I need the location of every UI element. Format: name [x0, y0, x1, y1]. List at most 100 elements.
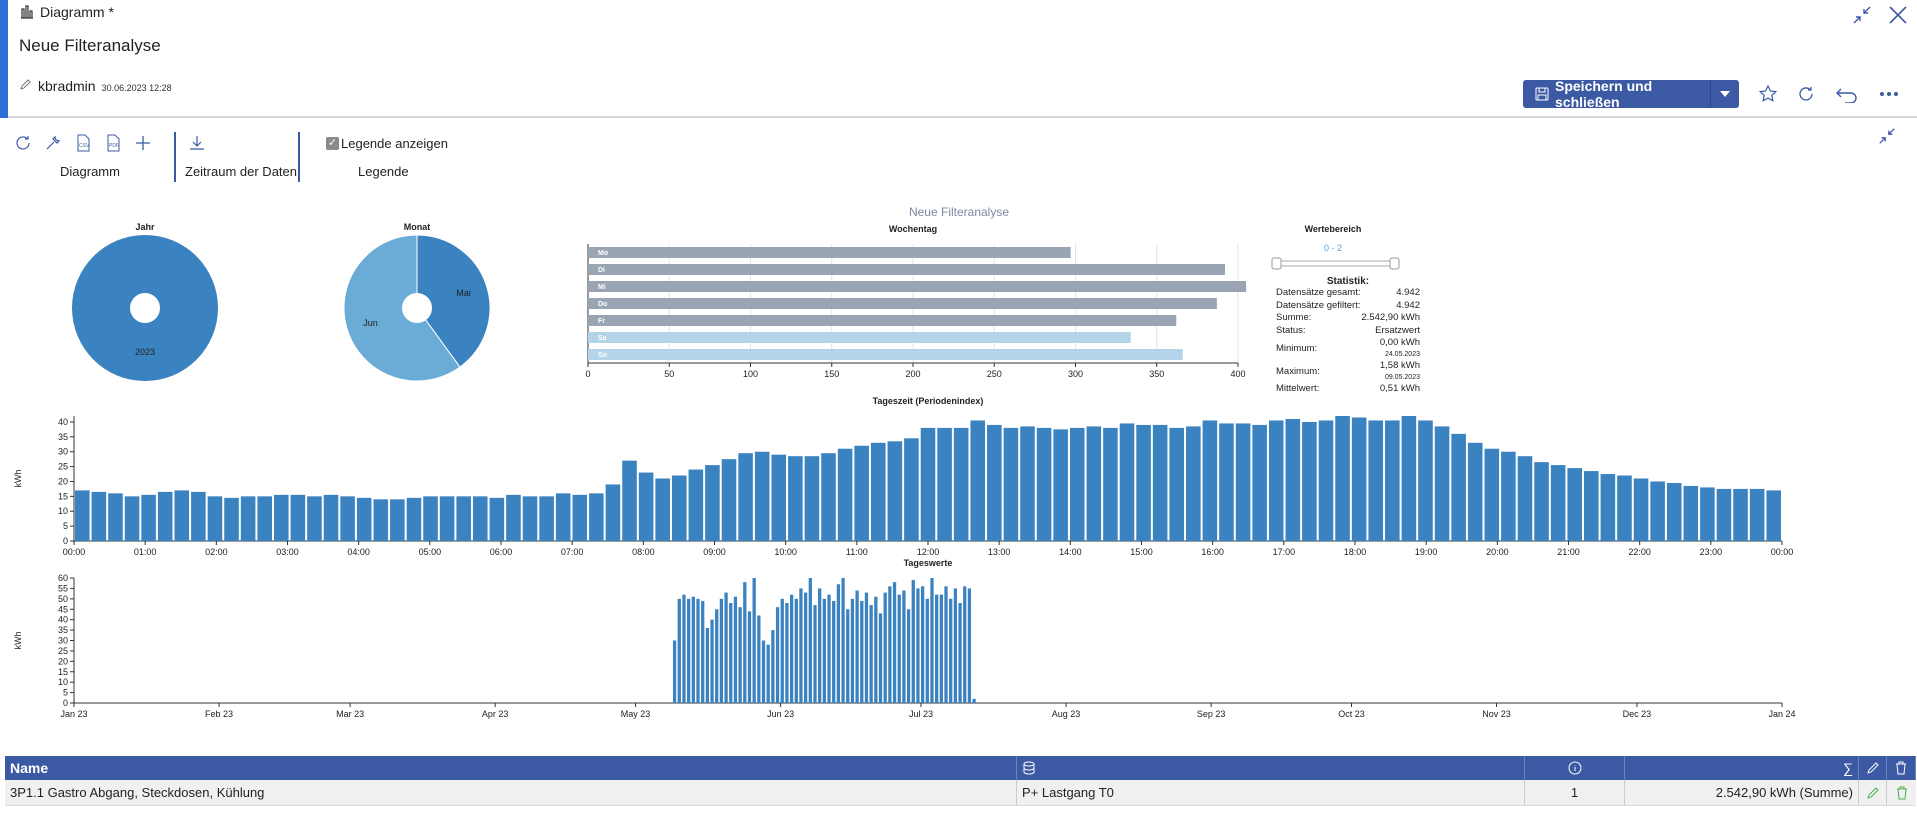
bar	[141, 494, 156, 541]
save-label: Speichern und schließen	[1555, 80, 1653, 108]
save-and-close-button[interactable]: Speichern und schließen	[1523, 80, 1711, 108]
x-tick-label: 06:00	[490, 547, 513, 557]
bar	[804, 456, 820, 541]
y-tick-label: 15	[58, 667, 68, 677]
bar	[721, 459, 737, 541]
stats-row: Summe: 2.542,90 kWh	[1276, 312, 1420, 325]
y-tick-label: 20	[58, 656, 68, 666]
stats-value-text: 4.942	[1396, 287, 1420, 299]
bar	[1650, 481, 1665, 541]
column-sum[interactable]: ∑	[1625, 756, 1859, 780]
table-row[interactable]: 3P1.1 Gastro Abgang, Steckdosen, Kühlung…	[5, 780, 1916, 806]
column-name[interactable]: Name	[5, 756, 1017, 780]
bar	[456, 496, 471, 541]
stats-row: Mittelwert: 0,51 kWh	[1276, 383, 1420, 396]
edit-row-button[interactable]	[1859, 780, 1887, 805]
toolbar-separator	[298, 132, 300, 182]
bar	[671, 475, 687, 541]
x-tick-label: Jan 23	[60, 709, 87, 719]
bar	[1169, 427, 1185, 541]
bar	[688, 469, 704, 541]
bar	[1733, 488, 1748, 541]
pencil-icon	[1866, 762, 1879, 774]
bar	[588, 298, 1217, 309]
bar-label: Sa	[598, 335, 607, 342]
bar	[803, 592, 808, 703]
bar	[1003, 427, 1019, 541]
y-tick-label: 10	[58, 506, 68, 516]
bar	[75, 490, 90, 541]
x-tick-label: 300	[1068, 369, 1083, 379]
x-tick-label: 05:00	[419, 547, 442, 557]
bar	[724, 592, 728, 703]
x-tick-label: Feb 23	[205, 709, 233, 719]
bar	[1252, 424, 1267, 541]
pie-label: Mai	[456, 288, 471, 298]
bar	[1268, 420, 1284, 541]
stats-label: Status:	[1276, 324, 1306, 336]
chart-toolbar: CSV PDF Diagramm Zeitraum der Daten ✓ Le…	[0, 132, 1917, 182]
x-tick-label: Jun 23	[767, 709, 794, 719]
bar	[1401, 416, 1417, 541]
bar	[1766, 490, 1781, 541]
bar	[588, 281, 1247, 292]
x-tick-label: 08:00	[632, 547, 655, 557]
bar	[846, 609, 850, 703]
more-icon[interactable]	[1879, 91, 1899, 97]
y-tick-label: 45	[58, 604, 68, 614]
bar	[1666, 482, 1682, 541]
bar	[1302, 421, 1317, 541]
bar	[240, 496, 256, 541]
bar	[743, 582, 747, 703]
stats-value: 0,00 kWh 24.05.2023	[1380, 337, 1420, 361]
refresh-icon[interactable]	[1797, 85, 1815, 103]
y-tick-label: 25	[58, 646, 68, 656]
column-delete	[1887, 756, 1916, 780]
bar	[672, 640, 677, 703]
csv-export-icon[interactable]: CSV	[74, 134, 92, 152]
stats-value: 4.942	[1396, 300, 1420, 312]
bar	[766, 644, 770, 703]
bar	[729, 603, 733, 703]
bar	[522, 496, 538, 541]
plus-icon[interactable]	[134, 134, 152, 152]
stats-value: 4.942	[1396, 287, 1420, 299]
stats-title: Statistik:	[1326, 276, 1370, 287]
save-dropdown-button[interactable]	[1711, 80, 1739, 108]
row-name: 3P1.1 Gastro Abgang, Steckdosen, Kühlung	[5, 780, 1017, 805]
bar	[841, 578, 845, 703]
reload-icon[interactable]	[14, 134, 32, 152]
y-tick-label: 0	[63, 698, 68, 708]
pdf-export-icon[interactable]: PDF	[104, 134, 122, 152]
x-tick-label: 10:00	[774, 547, 797, 557]
stats-label: Datensätze gesamt:	[1276, 287, 1361, 299]
delete-row-button[interactable]	[1887, 780, 1916, 805]
y-tick-label: 60	[58, 573, 68, 583]
close-icon[interactable]	[1887, 4, 1909, 26]
bar	[775, 607, 780, 703]
bar	[1351, 417, 1367, 541]
download-icon[interactable]	[188, 134, 206, 152]
column-datasource[interactable]	[1017, 756, 1525, 780]
wrench-icon[interactable]	[44, 134, 62, 152]
bar	[818, 588, 822, 703]
bar	[373, 499, 389, 541]
bar	[904, 438, 919, 541]
bar	[813, 605, 817, 703]
undo-icon[interactable]	[1835, 85, 1859, 103]
collapse-icon[interactable]	[1877, 126, 1897, 146]
bar	[1119, 423, 1135, 541]
bar	[911, 580, 915, 703]
bar	[622, 460, 637, 541]
bar	[747, 611, 752, 703]
bar	[638, 472, 654, 541]
stats-value-text: 0,51 kWh	[1379, 383, 1420, 395]
minimize-icon[interactable]	[1851, 4, 1873, 26]
star-icon[interactable]	[1759, 85, 1777, 103]
bar	[870, 442, 886, 541]
bar	[705, 465, 720, 541]
legend-checkbox[interactable]: ✓ Legende anzeigen	[326, 136, 448, 151]
bar	[771, 630, 775, 703]
stats-label: Summe:	[1276, 312, 1312, 324]
column-info[interactable]	[1525, 756, 1625, 780]
